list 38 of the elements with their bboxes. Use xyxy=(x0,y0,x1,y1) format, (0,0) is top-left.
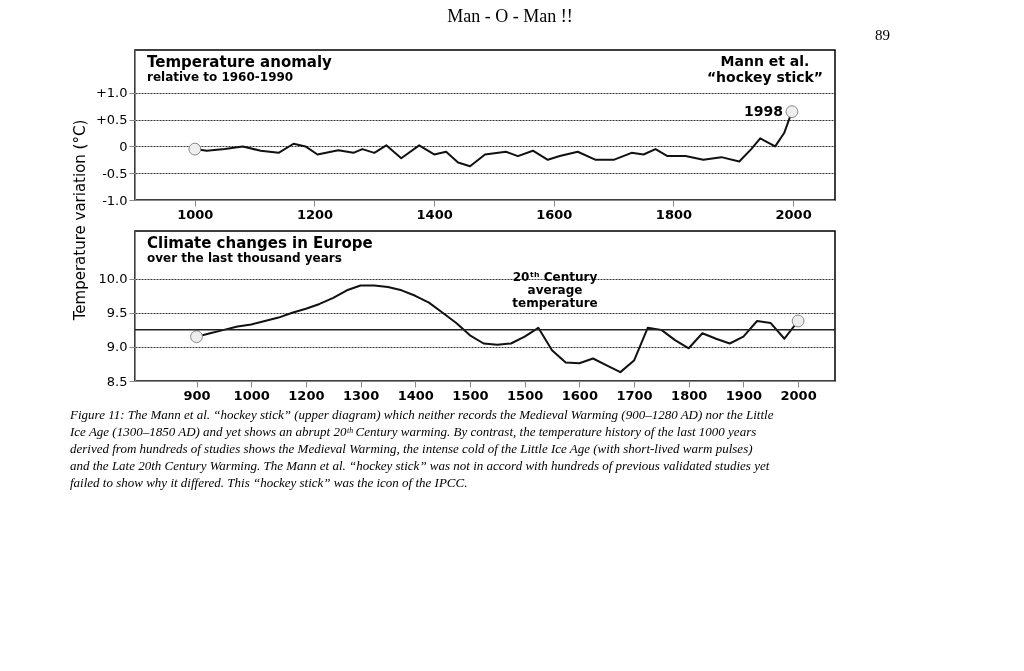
x-tick-label: 1800 xyxy=(671,387,708,403)
x-tick-label: 1000 xyxy=(233,387,270,403)
text: over the last thousand years xyxy=(147,251,342,265)
chart-title: Temperature anomaly xyxy=(147,53,333,71)
text: 89 xyxy=(875,27,890,43)
ref-line-label: 20ᵗʰ Century average temperature xyxy=(512,269,598,310)
x-tick-label: 1600 xyxy=(561,387,598,403)
y-tick-label: 10.0 xyxy=(98,271,128,287)
x-tick-label: 1300 xyxy=(342,387,380,403)
x-tick-label: 1000 xyxy=(177,206,214,222)
x-tick-label: 1200 xyxy=(296,206,334,222)
caption: Figure 11: The Mann et al. “hockey stick” (upper diagram) which neither records the Medieval Warming (900–1280 AD) nor the Little Ice Age (1300–1850 AD) and yet shows an abrupt 20ᵗʰ Century warming. By contrast, the temperature history of the last 1000 years derived from hundreds of studies shows the Medieval Warming, the intense cold of the Little Ice Age (with short-lived warm pulses) and the Late 20th Century Warming. The Mann et al. “hockey stick” was not in accord with hundreds of previous validated studies yet failed to show why it differed. This “hockey stick” was the icon of the IPCC. xyxy=(69,407,774,490)
x-tick-label: 1200 xyxy=(288,387,325,403)
y-tick-label: 8.5 xyxy=(106,373,128,389)
y-tick-label: +0.5 xyxy=(95,112,128,128)
y-tick-label: +1.0 xyxy=(95,85,128,101)
x-tick-label: 1400 xyxy=(397,387,434,403)
annotation: 1998 xyxy=(743,102,783,119)
y-axis-title: Temperature variation (°C) xyxy=(71,119,89,322)
y-tick-label: 9.5 xyxy=(106,305,128,321)
annotation: Mann et al. “hockey stick” xyxy=(706,53,824,85)
x-tick-label: 1400 xyxy=(416,206,453,222)
y-tick-label: 9.0 xyxy=(106,339,128,355)
x-tick-label: 1700 xyxy=(616,387,653,403)
x-tick-label: 2000 xyxy=(780,387,817,403)
x-tick-label: 900 xyxy=(183,387,211,403)
x-tick-label: 1500 xyxy=(507,387,544,403)
chart-title: Climate changes in Europe xyxy=(147,234,373,252)
text: relative to 1960-1990 xyxy=(147,70,294,84)
x-tick-label: 1800 xyxy=(655,206,693,222)
y-tick-label: 0 xyxy=(119,138,128,154)
y-tick-label: -0.5 xyxy=(102,165,128,181)
y-tick-label: -1.0 xyxy=(102,192,128,208)
x-tick-label: 2000 xyxy=(775,206,812,222)
x-tick-label: 1500 xyxy=(452,387,489,403)
x-tick-label: 1900 xyxy=(725,387,762,403)
text: Man - O - Man !! xyxy=(447,6,573,26)
x-tick-label: 1600 xyxy=(536,206,573,222)
